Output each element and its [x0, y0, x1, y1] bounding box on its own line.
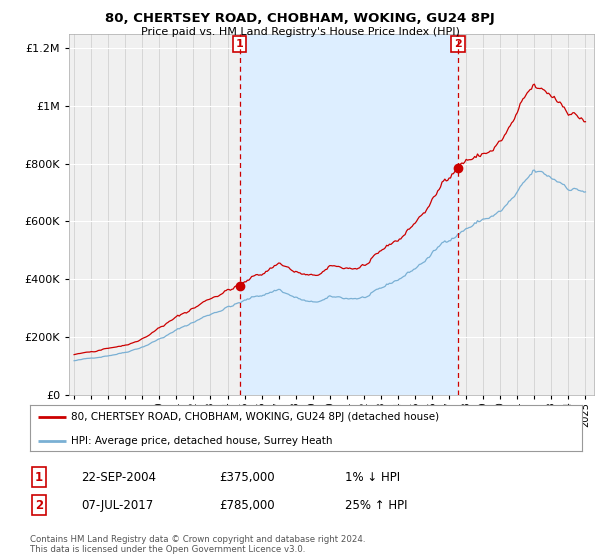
Text: £785,000: £785,000	[219, 498, 275, 512]
Text: 07-JUL-2017: 07-JUL-2017	[81, 498, 153, 512]
Text: Contains HM Land Registry data © Crown copyright and database right 2024.
This d: Contains HM Land Registry data © Crown c…	[30, 535, 365, 554]
Text: 1: 1	[35, 470, 43, 484]
Text: Price paid vs. HM Land Registry's House Price Index (HPI): Price paid vs. HM Land Registry's House …	[140, 27, 460, 37]
Text: £375,000: £375,000	[219, 470, 275, 484]
Text: HPI: Average price, detached house, Surrey Heath: HPI: Average price, detached house, Surr…	[71, 436, 333, 446]
Text: 80, CHERTSEY ROAD, CHOBHAM, WOKING, GU24 8PJ: 80, CHERTSEY ROAD, CHOBHAM, WOKING, GU24…	[105, 12, 495, 25]
Text: 1% ↓ HPI: 1% ↓ HPI	[345, 470, 400, 484]
Text: 2: 2	[35, 498, 43, 512]
Text: 25% ↑ HPI: 25% ↑ HPI	[345, 498, 407, 512]
Text: 80, CHERTSEY ROAD, CHOBHAM, WOKING, GU24 8PJ (detached house): 80, CHERTSEY ROAD, CHOBHAM, WOKING, GU24…	[71, 412, 440, 422]
Text: 1: 1	[236, 39, 244, 49]
Text: 2: 2	[454, 39, 462, 49]
Bar	[240, 34, 458, 395]
Text: 22-SEP-2004: 22-SEP-2004	[81, 470, 156, 484]
